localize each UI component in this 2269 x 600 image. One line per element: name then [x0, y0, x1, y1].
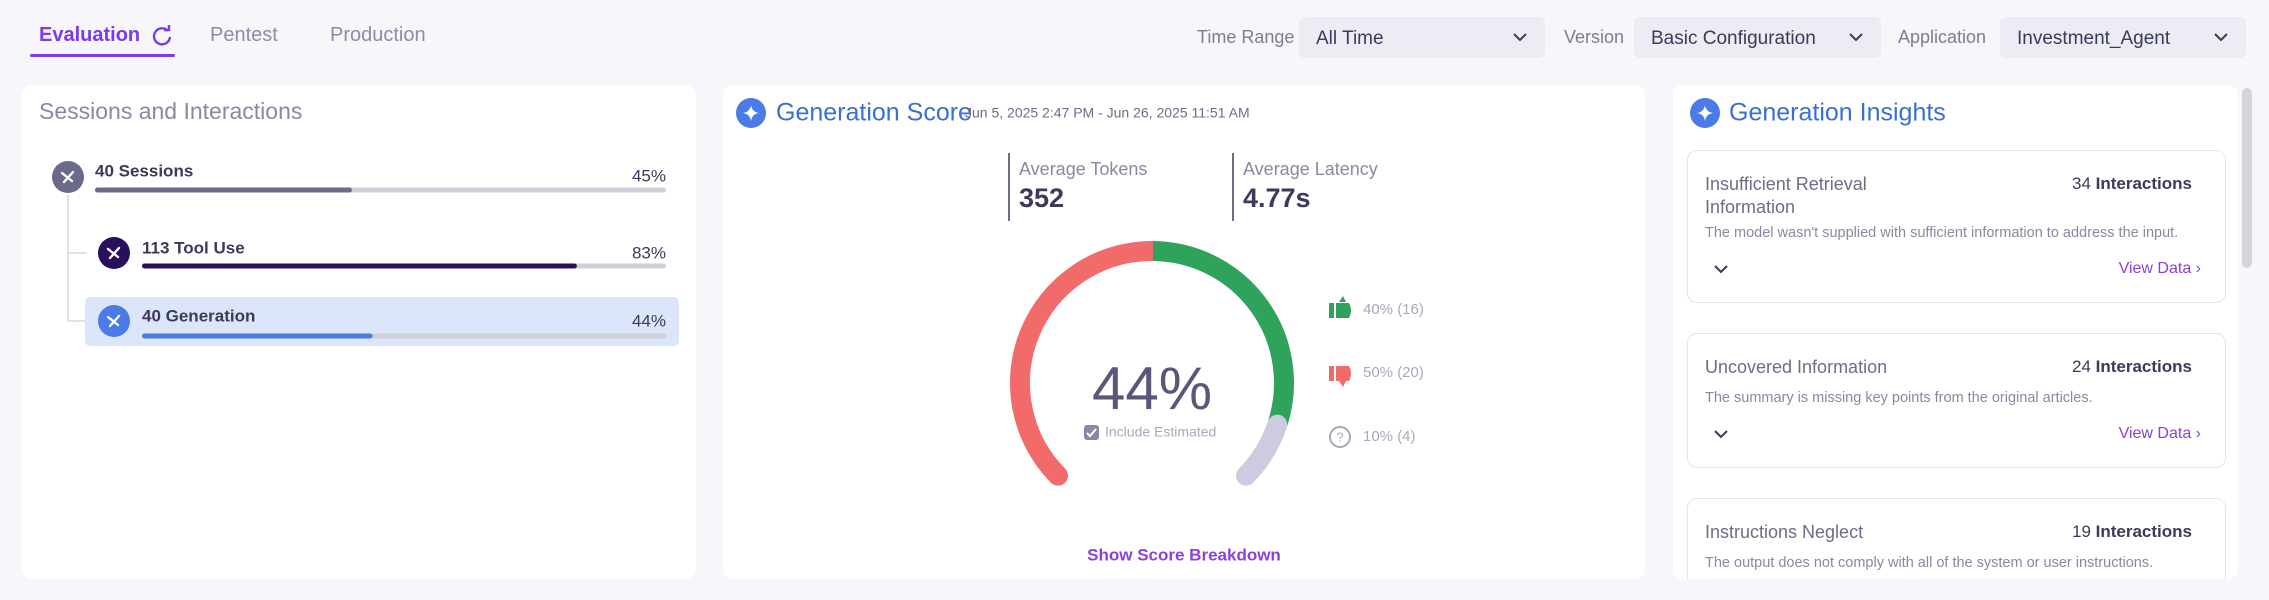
- insight-card: Instructions Neglect 19 Interactions The o…: [1687, 498, 2226, 579]
- gauge-segment: [1010, 241, 1162, 486]
- insight-card: Uncovered Information 24 Interactions The …: [1687, 333, 2226, 468]
- sessions-panel: Sessions and Interactions 40 Sessions 45% 1…: [22, 85, 696, 579]
- item-percent: 83%: [632, 243, 666, 262]
- legend-icon-hand: [1336, 366, 1351, 387]
- chevron: [2214, 33, 2228, 42]
- count: 24: [2071, 357, 2091, 376]
- item-label: 40 Generation: [142, 306, 255, 325]
- checkbox: [1084, 425, 1099, 440]
- card-title: Insufficient Retrieval Information: [1705, 174, 1867, 217]
- include-estimated: Include Estimated: [1105, 424, 1216, 440]
- progress-bar: [95, 187, 352, 193]
- count: 34: [2071, 174, 2091, 193]
- legend-icon: [1329, 366, 1334, 381]
- progress-bar: [142, 333, 373, 339]
- chevron: [1849, 33, 1863, 42]
- filter-value: Investment_Agent: [2017, 28, 2171, 49]
- tree: [67, 195, 87, 322]
- card-count: 19 Interactions: [2072, 522, 2192, 542]
- item-glyph: [106, 246, 121, 260]
- filter-label: Time Range: [1197, 27, 1295, 47]
- legend-label: 50% (20): [1363, 364, 1424, 381]
- refresh-arc: [152, 27, 172, 46]
- filter-select[interactable]: Basic Configuration: [1634, 17, 1881, 58]
- tab[interactable]: Evaluation: [39, 24, 141, 46]
- chevron-path: [2214, 33, 2228, 42]
- legend-icon: [1329, 303, 1334, 318]
- chevron-path: [1714, 265, 1728, 274]
- card-description: The model wasn't supplied with sufficien…: [1705, 225, 2179, 241]
- view-data-link[interactable]: View Data ›: [2118, 425, 2201, 442]
- scrollbar-thumb: [2242, 88, 2252, 268]
- chevron: [1513, 33, 1527, 42]
- item-percent: 45%: [632, 166, 666, 185]
- score-value: 44%: [1092, 355, 1212, 422]
- check: [1086, 428, 1097, 438]
- panel-title: Generation Score: [776, 99, 972, 127]
- insight-card: Insufficient Retrieval Information 34 Int…: [1687, 150, 2226, 303]
- item-percent: 44%: [632, 311, 666, 330]
- unit: Interactions: [2095, 522, 2192, 541]
- legend-label: 40% (16): [1363, 301, 1424, 318]
- stat-value: 352: [1019, 183, 1064, 213]
- legend-icon: [1329, 426, 1351, 448]
- item-label: 113 Tool Use: [142, 238, 245, 257]
- sparkle: [743, 105, 759, 121]
- stat-value: 4.77s: [1243, 183, 1311, 213]
- refresh-icon: [152, 25, 172, 46]
- count: 19: [2071, 522, 2091, 541]
- score-panel: Generation Score Jun 5, 2025 2:47 PM - Ju…: [723, 85, 1645, 579]
- tab[interactable]: Production: [330, 24, 426, 46]
- card-title: Instructions Neglect: [1705, 522, 1864, 542]
- date-range: Jun 5, 2025 2:47 PM - Jun 26, 2025 11:51…: [965, 105, 1250, 121]
- filter-value: All Time: [1316, 28, 1384, 49]
- unit: Interactions: [2095, 357, 2192, 376]
- card-count: 34 Interactions: [2072, 174, 2192, 194]
- card-description: The summary is missing key points from t…: [1705, 390, 2093, 406]
- tab-underline: [30, 54, 175, 57]
- tree-lines: [67, 195, 87, 322]
- tab[interactable]: Pentest: [210, 24, 278, 46]
- item-glyph: [60, 170, 75, 184]
- gauge-segment: [1235, 414, 1288, 486]
- refresh-head: [164, 25, 171, 32]
- legend-label: 10% (4): [1363, 428, 1416, 445]
- insights-header: Generation Insights: [1690, 98, 1946, 128]
- stat-label: Average Latency: [1243, 159, 1378, 179]
- panel-title: Generation Insights: [1729, 99, 1946, 127]
- sparkle: [1697, 105, 1713, 121]
- filter-label: Version: [1564, 27, 1625, 47]
- stat-label: Average Tokens: [1019, 159, 1147, 179]
- filter-select[interactable]: All Time: [1299, 17, 1545, 58]
- card-title: Uncovered Information: [1705, 357, 1888, 377]
- insights-panel: Generation Insights Insufficient Retrieva…: [1673, 85, 2238, 579]
- expand-chevron[interactable]: [1713, 264, 1729, 274]
- legend-glyph: ?: [1336, 429, 1343, 444]
- filter-value: Basic Configuration: [1651, 28, 1816, 49]
- legend-icon-hand: [1336, 296, 1351, 318]
- unit: Interactions: [2095, 174, 2192, 193]
- chevron-path: [1513, 33, 1527, 42]
- tree-items: 40 Sessions 45% 113 Tool Use 83% 40 Generati…: [52, 161, 666, 339]
- progress-bar: [142, 263, 577, 269]
- filter-label: Application: [1898, 27, 1987, 47]
- card-count: 24 Interactions: [2072, 357, 2192, 377]
- expand-chevron[interactable]: [1713, 429, 1729, 439]
- item-label: 40 Sessions: [95, 161, 193, 180]
- filter-select[interactable]: Investment_Agent: [2000, 17, 2246, 58]
- view-data-link[interactable]: View Data ›: [2118, 260, 2201, 277]
- chevron-path: [1849, 33, 1863, 42]
- score-breakdown-button[interactable]: Show Score Breakdown: [1087, 545, 1281, 564]
- card-description: The output does not comply with all of t…: [1705, 555, 2154, 571]
- gauge-segment: [1152, 241, 1294, 426]
- panel-title: Sessions and Interactions: [39, 98, 303, 124]
- item-glyph: [106, 314, 121, 328]
- chevron-path: [1714, 430, 1728, 439]
